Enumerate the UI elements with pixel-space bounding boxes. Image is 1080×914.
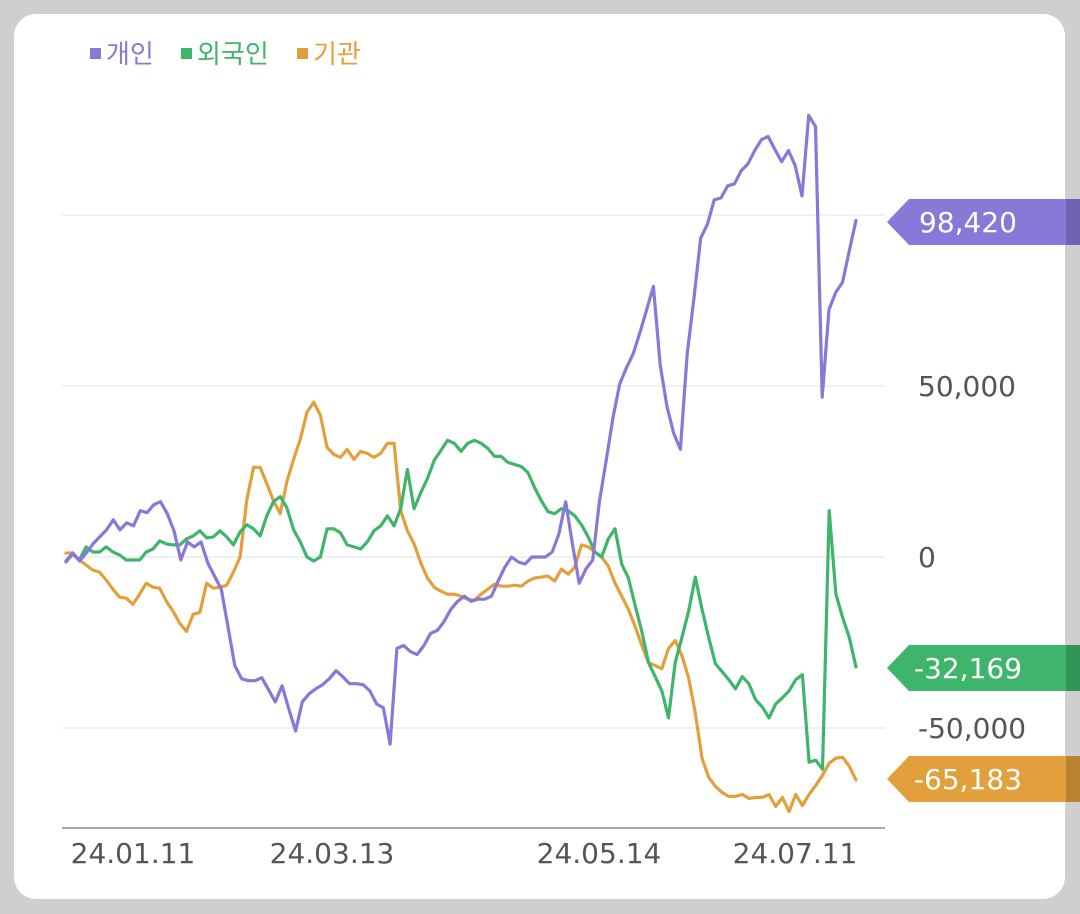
series-line-2 xyxy=(64,400,858,814)
legend-swatch-0 xyxy=(90,48,101,59)
x-tick-label-2: 24.05.14 xyxy=(537,837,662,870)
y-tick-label-0: 50,000 xyxy=(918,370,1016,403)
x-tick-label-3: 24.07.11 xyxy=(733,837,858,870)
end-label-text-1: -32,169 xyxy=(914,652,1022,685)
legend-label-1: 외국인 xyxy=(197,40,269,70)
legend-swatch-2 xyxy=(297,48,308,59)
legend-label-2: 기관 xyxy=(313,40,361,70)
gridlines xyxy=(62,214,885,729)
x-tick-label-1: 24.03.13 xyxy=(270,837,395,870)
end-label-text-2: -65,183 xyxy=(914,763,1022,796)
x-axis-tick-labels: 24.01.11 24.03.13 24.05.14 24.07.11 xyxy=(71,837,858,870)
y-tick-label-1: 0 xyxy=(918,541,936,574)
end-label-edge-0 xyxy=(1066,199,1080,245)
end-label-tag-2 xyxy=(887,756,1080,802)
chart-card xyxy=(14,14,1065,899)
x-tick-label-0: 24.01.11 xyxy=(71,837,196,870)
legend-label-0: 개인 xyxy=(106,40,154,70)
series-line-0 xyxy=(64,113,858,746)
end-label-edge-1 xyxy=(1066,645,1080,691)
end-label-tag-1 xyxy=(887,645,1080,691)
y-tick-label-2: -50,000 xyxy=(918,712,1026,745)
series-end-labels: 98,420 -32,169 -65,183 xyxy=(887,199,1080,802)
end-label-edge-2 xyxy=(1066,756,1080,802)
legend: 개인 외국인 기관 xyxy=(90,40,361,70)
y-axis-tick-labels: 50,000 0 -50,000 xyxy=(918,370,1026,745)
end-label-tag-0 xyxy=(887,199,1080,245)
series-line-1 xyxy=(64,438,858,771)
legend-swatch-1 xyxy=(181,48,192,59)
end-label-text-0: 98,420 xyxy=(919,206,1017,239)
series-lines xyxy=(64,113,858,814)
